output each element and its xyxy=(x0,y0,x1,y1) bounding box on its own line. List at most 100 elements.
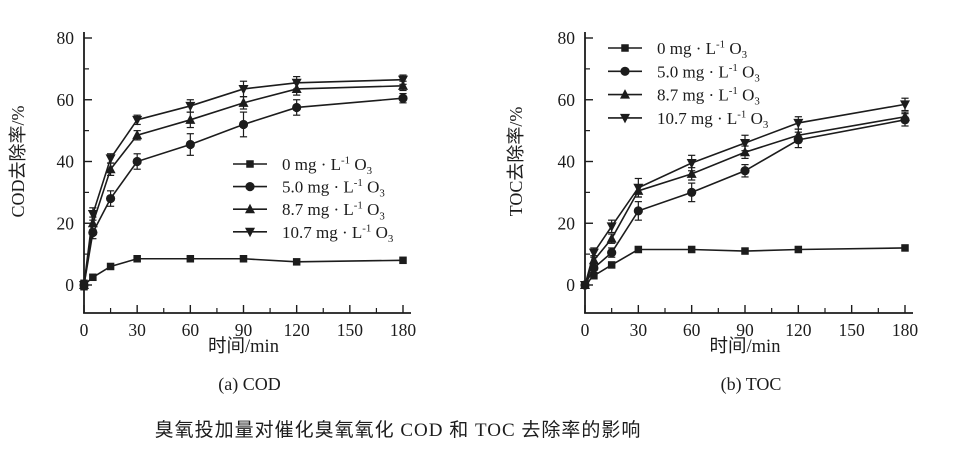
data-point-circle xyxy=(238,119,249,130)
data-point-circle xyxy=(105,193,116,204)
x-tick-label: 150 xyxy=(337,320,364,340)
x-tick-label: 120 xyxy=(785,320,812,340)
data-point-triangle-down xyxy=(686,159,697,169)
data-point-square xyxy=(292,258,301,266)
legend-marker-square xyxy=(246,160,254,168)
figure-caption: 臭氧投加量对催化臭氧氧化 COD 和 TOC 去除率的影响 xyxy=(154,420,642,441)
x-tick-label: 180 xyxy=(892,320,919,340)
data-point-triangle-down xyxy=(87,209,98,220)
legend-item: 5.0 mg · L-1 O3 xyxy=(608,62,760,85)
legend-item: 10.7 mg · L-1 O3 xyxy=(233,222,394,245)
legend-item: 10.7 mg · L-1 O3 xyxy=(608,108,769,131)
series-line-2 xyxy=(83,85,404,286)
data-point-square xyxy=(106,262,115,271)
legend-label: 8.7 mg · L-1 O3 xyxy=(657,85,760,108)
y-tick-label: 40 xyxy=(558,152,576,172)
data-point-square xyxy=(399,256,407,265)
y-tick-label: 60 xyxy=(558,90,576,110)
legend-marker-triangle-down xyxy=(620,113,630,124)
legend-item: 0 mg · L-1 O3 xyxy=(608,39,748,62)
data-point-triangle-up xyxy=(900,111,910,121)
subplot-caption: (a) COD xyxy=(218,374,280,395)
data-point-triangle-up xyxy=(793,129,804,140)
x-tick-label: 180 xyxy=(390,320,417,340)
data-point-square xyxy=(590,271,598,280)
y-tick-label: 80 xyxy=(57,28,75,48)
data-point-triangle-down xyxy=(793,118,804,129)
data-point-triangle-up xyxy=(185,114,196,124)
data-point-triangle-down xyxy=(740,138,750,149)
x-tick-label: 90 xyxy=(235,320,253,340)
data-point-triangle-down xyxy=(132,115,143,126)
data-point-circle xyxy=(292,102,302,113)
x-tick-label: 60 xyxy=(182,320,200,340)
y-tick-label: 80 xyxy=(558,28,576,48)
y-tick-label: 40 xyxy=(57,152,75,172)
data-point-triangle-down xyxy=(398,75,408,86)
data-point-triangle-up xyxy=(686,168,697,178)
data-point-triangle-up xyxy=(740,146,750,157)
data-point-circle xyxy=(740,166,750,176)
legend-marker-triangle-down xyxy=(245,227,255,238)
data-point-circle xyxy=(633,206,643,216)
legend-item: 5.0 mg · L-1 O3 xyxy=(233,177,385,200)
legend-marker-circle xyxy=(245,182,255,192)
x-tick-label: 30 xyxy=(128,320,146,340)
data-point-triangle-down xyxy=(633,183,644,194)
data-point-triangle-up xyxy=(238,97,249,107)
data-point-square xyxy=(607,261,616,269)
x-tick-label: 0 xyxy=(581,320,590,340)
y-tick-label: 60 xyxy=(57,90,75,110)
data-point-triangle-up xyxy=(132,129,143,140)
legend-item: 8.7 mg · L-1 O3 xyxy=(608,85,760,108)
x-tick-label: 120 xyxy=(284,320,311,340)
legend-marker-circle xyxy=(620,66,630,76)
data-point-triangle-down xyxy=(79,281,89,291)
legend-item: 8.7 mg · L-1 O3 xyxy=(233,200,385,223)
series-line-3 xyxy=(584,103,906,286)
data-point-circle xyxy=(398,93,408,103)
y-tick-label: 20 xyxy=(558,213,576,233)
data-point-triangle-down xyxy=(606,222,617,232)
data-point-triangle-down xyxy=(185,101,196,112)
chart-toc: 0 30 60 90 120 150 180 0 20 40 60 80 时间/min TOC去除率/% (… xyxy=(506,28,919,395)
series-line-3 xyxy=(83,78,404,286)
legend-item: 0 mg · L-1 O3 xyxy=(233,155,373,178)
y-axis-title: TOC去除率/% xyxy=(506,107,526,217)
data-point-triangle-down xyxy=(291,78,302,89)
data-point-triangle-up xyxy=(105,163,116,174)
x-axis-title: 时间/min xyxy=(208,336,279,357)
legend-label: 0 mg · L-1 O3 xyxy=(282,155,373,178)
y-axis-title: COD去除率/% xyxy=(8,105,28,217)
data-point-square xyxy=(133,255,141,263)
data-point-triangle-up xyxy=(606,233,617,243)
legend-marker-triangle-up xyxy=(620,89,630,99)
legend-label: 10.7 mg · L-1 O3 xyxy=(282,222,394,245)
legend-label: 10.7 mg · L-1 O3 xyxy=(657,108,769,131)
x-tick-label: 30 xyxy=(630,320,648,340)
series-line-0 xyxy=(83,257,404,286)
x-tick-label: 60 xyxy=(683,320,701,340)
data-point-square xyxy=(186,255,195,263)
y-tick-label: 20 xyxy=(57,213,75,233)
x-tick-label: 150 xyxy=(839,320,866,340)
legend-marker-square xyxy=(621,44,629,52)
legend-marker-triangle-up xyxy=(245,203,255,214)
data-point-triangle-down xyxy=(238,84,249,95)
data-point-circle xyxy=(687,187,697,197)
data-point-circle xyxy=(185,139,195,150)
legend-label: 5.0 mg · L-1 O3 xyxy=(282,177,385,200)
legend-label: 5.0 mg · L-1 O3 xyxy=(657,62,760,85)
legend-label: 0 mg · L-1 O3 xyxy=(657,39,748,62)
data-point-square xyxy=(634,245,643,254)
data-point-circle xyxy=(607,247,617,258)
data-point-square xyxy=(901,244,909,252)
data-point-square xyxy=(239,255,248,263)
y-tick-label: 0 xyxy=(65,275,74,295)
data-point-square xyxy=(687,245,696,254)
subplot-caption: (b) TOC xyxy=(721,374,782,395)
data-point-triangle-down xyxy=(105,154,116,164)
data-point-circle xyxy=(132,156,142,167)
data-point-square xyxy=(89,273,97,282)
legend-label: 8.7 mg · L-1 O3 xyxy=(282,200,385,223)
